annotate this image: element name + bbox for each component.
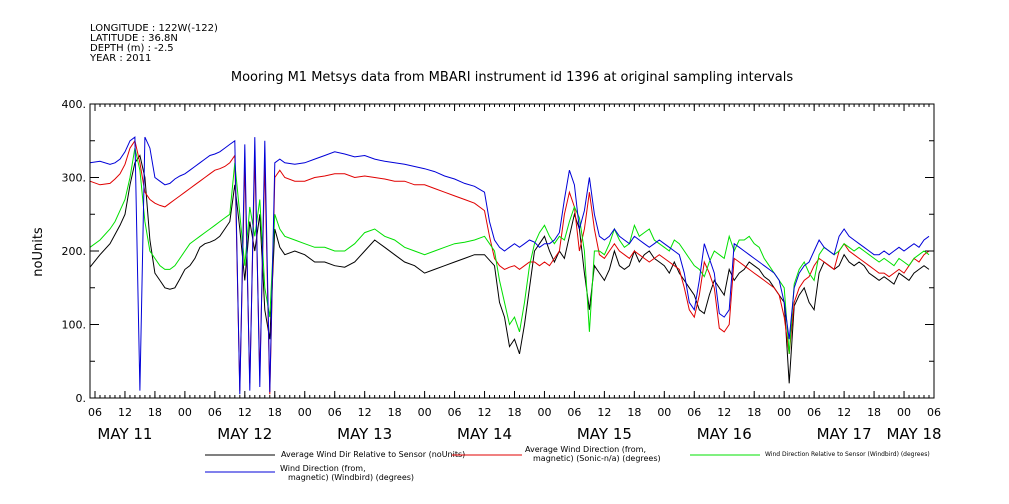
depth-text: DEPTH (m) : -2.5 <box>90 43 174 54</box>
x-tick-label: 00 <box>777 406 791 419</box>
y-axis-label: noUnits <box>31 227 46 277</box>
longitude-text: LONGITUDE : 122W(-122) <box>90 23 218 34</box>
x-tick-label: 12 <box>717 406 731 419</box>
x-tick-label: 18 <box>388 406 402 419</box>
x-tick-label: 18 <box>867 406 881 419</box>
x-day-label: MAY 13 <box>337 425 392 443</box>
axes: 06 12 18 00 06 12 18 00 06 12 18 00 06 12 18 00 06 12 18 00… <box>62 98 942 443</box>
x-day-label: MAY 11 <box>97 425 152 443</box>
x-tick-label: 00 <box>657 406 671 419</box>
legend-text-line: Wind Direction (from, <box>280 464 366 473</box>
series-line-4 <box>89 136 930 395</box>
series-line-2 <box>89 139 930 395</box>
series-line-1 <box>89 154 930 384</box>
x-tick-label: 00 <box>897 406 911 419</box>
y-tick-label: 0. <box>76 392 87 405</box>
x-tick-label: 12 <box>118 406 132 419</box>
legend-text-line: magnetic) (Windbird) (degrees) <box>288 473 414 482</box>
x-tick-label: 18 <box>148 406 162 419</box>
legend-text-line: Average Wind Direction (from, <box>525 445 646 454</box>
y-tick-label: 300. <box>62 172 87 185</box>
y-tick-label: 400. <box>62 98 87 111</box>
x-tick-label: 18 <box>747 406 761 419</box>
series-line-3 <box>89 147 930 354</box>
x-tick-label: 06 <box>567 406 581 419</box>
x-day-label: MAY 18 <box>886 425 941 443</box>
x-tick-label: 12 <box>597 406 611 419</box>
year-text: YEAR : 2011 <box>89 53 151 64</box>
x-tick-label: 06 <box>328 406 342 419</box>
y-tick-label: 100. <box>62 319 87 332</box>
x-tick-label: 18 <box>268 406 282 419</box>
x-tick-label: 00 <box>537 406 551 419</box>
chart-title: Mooring M1 Metsys data from MBARI instru… <box>231 70 793 85</box>
legend: Average Wind Dir Relative to Sensor (noU… <box>205 445 930 482</box>
x-tick-label: 06 <box>687 406 701 419</box>
legend-text-line: Wind Direction Relative to Sensor (Windb… <box>765 451 930 458</box>
x-tick-label: 06 <box>208 406 222 419</box>
x-day-label: MAY 17 <box>817 425 872 443</box>
x-tick-label: 12 <box>238 406 252 419</box>
latitude-text: LATITUDE : 36.8N <box>90 33 178 44</box>
y-tick-label: 200. <box>62 245 87 258</box>
x-tick-label: 06 <box>88 406 102 419</box>
x-tick-label: 18 <box>507 406 521 419</box>
x-tick-label: 18 <box>627 406 641 419</box>
legend-text-line: Average Wind Dir Relative to Sensor (noU… <box>281 450 465 459</box>
x-tick-label: 00 <box>418 406 432 419</box>
x-day-label: MAY 16 <box>697 425 752 443</box>
x-tick-label: 06 <box>927 406 941 419</box>
plot-area <box>89 136 930 395</box>
x-day-label: MAY 14 <box>457 425 512 443</box>
x-tick-label: 12 <box>478 406 492 419</box>
x-day-label: MAY 12 <box>217 425 272 443</box>
x-tick-label: 12 <box>358 406 372 419</box>
x-tick-label: 00 <box>298 406 312 419</box>
x-day-label: MAY 15 <box>577 425 632 443</box>
x-tick-label: 00 <box>178 406 192 419</box>
plot-frame <box>89 103 935 399</box>
x-tick-label: 06 <box>448 406 462 419</box>
x-tick-label: 06 <box>807 406 821 419</box>
header-info: LONGITUDE : 122W(-122) LATITUDE : 36.8N … <box>89 23 218 64</box>
legend-text-line: magnetic) (Sonic-n/a) (degrees) <box>533 454 661 463</box>
x-tick-label: 12 <box>837 406 851 419</box>
